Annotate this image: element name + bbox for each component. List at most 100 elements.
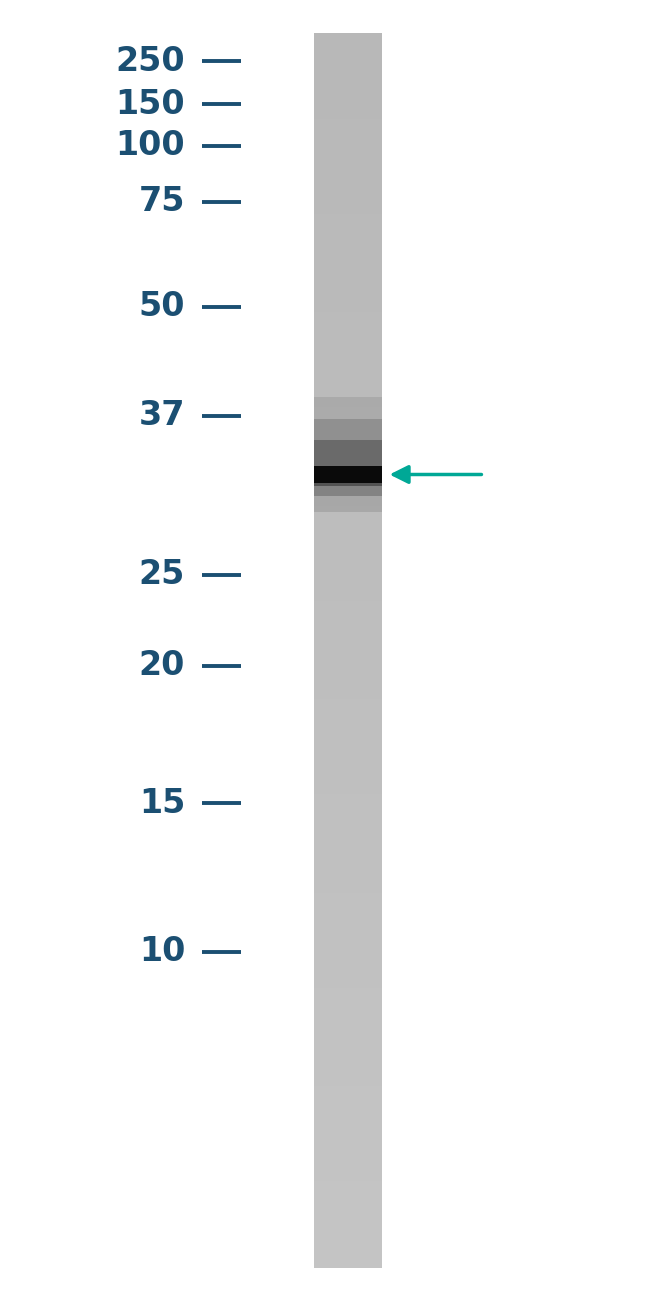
Bar xyxy=(313,160,382,164)
Bar xyxy=(313,1095,382,1098)
Bar xyxy=(313,1256,382,1260)
Bar xyxy=(313,292,382,296)
Bar xyxy=(313,802,382,806)
Bar xyxy=(313,712,382,716)
Bar xyxy=(313,342,382,346)
Bar xyxy=(313,469,382,473)
Bar xyxy=(313,1108,382,1112)
Bar xyxy=(313,572,382,576)
Bar xyxy=(313,798,382,802)
Bar xyxy=(313,637,382,642)
Bar xyxy=(313,477,382,481)
Bar xyxy=(313,1140,382,1144)
Bar xyxy=(313,1152,382,1157)
Bar xyxy=(313,696,382,699)
Bar xyxy=(313,1214,382,1218)
Bar xyxy=(313,1186,382,1190)
Bar xyxy=(313,568,382,572)
Bar xyxy=(313,1017,382,1020)
Bar xyxy=(313,1197,382,1201)
Bar xyxy=(313,57,382,61)
Bar xyxy=(313,395,382,399)
Bar xyxy=(313,675,382,679)
Bar xyxy=(313,1000,382,1004)
Bar xyxy=(313,202,382,205)
Text: 15: 15 xyxy=(139,786,185,820)
Bar xyxy=(313,781,382,785)
Bar xyxy=(313,555,382,559)
Bar xyxy=(313,74,382,78)
Bar xyxy=(313,111,382,114)
Bar xyxy=(313,40,382,44)
Bar xyxy=(313,766,382,770)
Bar xyxy=(313,926,382,929)
Bar xyxy=(313,403,382,407)
Bar xyxy=(313,910,382,914)
Bar xyxy=(313,827,382,831)
Bar xyxy=(313,794,382,798)
Bar xyxy=(313,473,382,477)
Bar xyxy=(313,1190,382,1193)
Bar xyxy=(313,815,382,819)
Text: 100: 100 xyxy=(116,129,185,162)
Bar xyxy=(313,1066,382,1070)
Bar xyxy=(313,992,382,996)
Bar xyxy=(313,576,382,580)
Bar xyxy=(313,424,382,428)
Bar xyxy=(313,378,382,382)
Bar xyxy=(313,1078,382,1082)
Bar xyxy=(313,1161,382,1165)
Bar xyxy=(313,1173,382,1177)
Bar xyxy=(313,482,382,511)
Bar xyxy=(313,439,382,485)
Bar xyxy=(313,551,382,555)
Bar xyxy=(313,580,382,584)
Bar xyxy=(313,1210,382,1214)
Bar xyxy=(313,127,382,131)
Bar xyxy=(313,485,382,490)
Bar xyxy=(313,601,382,604)
Bar xyxy=(313,1087,382,1091)
Bar xyxy=(313,173,382,177)
Bar xyxy=(313,988,382,992)
Bar xyxy=(313,1176,382,1180)
Bar xyxy=(313,1045,382,1049)
Bar xyxy=(313,382,382,386)
Text: 10: 10 xyxy=(139,935,185,968)
Bar xyxy=(313,317,382,321)
Bar xyxy=(313,164,382,169)
Bar xyxy=(313,939,382,942)
Bar xyxy=(313,618,382,621)
Bar xyxy=(313,230,382,234)
Bar xyxy=(313,1206,382,1210)
Bar xyxy=(313,1004,382,1009)
Bar xyxy=(313,564,382,568)
Bar xyxy=(313,36,382,40)
Bar xyxy=(313,1260,382,1264)
Bar xyxy=(313,419,382,485)
Bar xyxy=(313,650,382,654)
Bar xyxy=(313,490,382,494)
Text: 37: 37 xyxy=(138,399,185,433)
Bar xyxy=(313,217,382,222)
Bar xyxy=(313,1251,382,1256)
Bar xyxy=(313,436,382,439)
Bar xyxy=(313,124,382,127)
Bar xyxy=(313,354,382,358)
Bar xyxy=(313,831,382,836)
Bar xyxy=(313,1082,382,1087)
Bar xyxy=(313,608,382,614)
Bar xyxy=(313,686,382,692)
Bar xyxy=(313,46,382,49)
Bar xyxy=(313,420,382,424)
Bar xyxy=(313,1049,382,1053)
Bar xyxy=(313,614,382,618)
Bar xyxy=(313,604,382,608)
Bar xyxy=(313,724,382,728)
Bar xyxy=(313,177,382,181)
Bar xyxy=(313,1230,382,1235)
Bar xyxy=(313,946,382,950)
Bar xyxy=(313,156,382,160)
Bar xyxy=(313,884,382,889)
Bar xyxy=(313,61,382,65)
